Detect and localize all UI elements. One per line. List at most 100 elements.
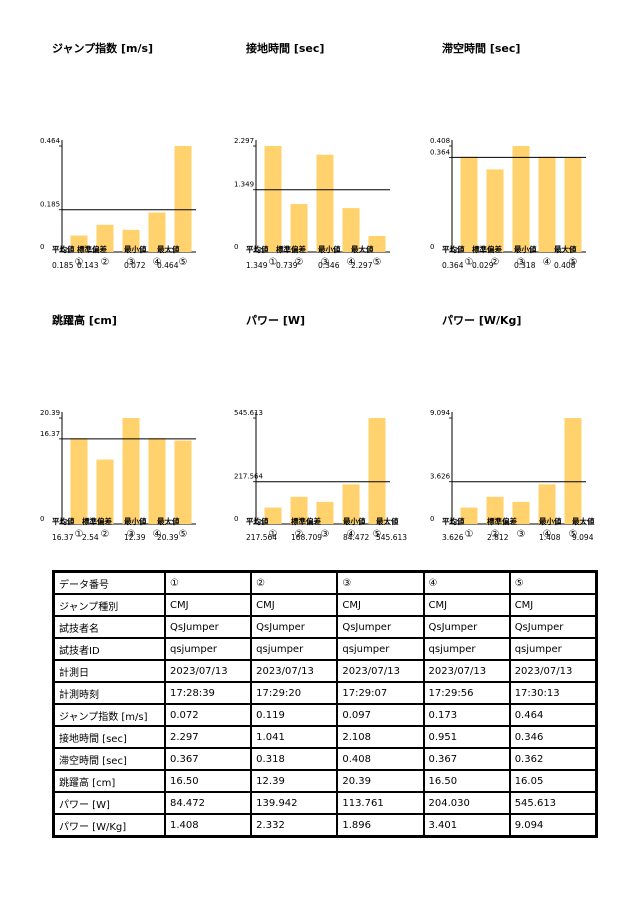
y-tick-label: 9.094 [430, 409, 451, 417]
y-tick-label: 0 [234, 243, 238, 251]
x-tick-label: ④ [153, 257, 162, 268]
bar-2 [290, 496, 308, 524]
chart-5: パワー [W] 0 217.564 545.613 ① ② ③ ④ ⑤ 平均値 217.564 標準偏… [234, 312, 436, 552]
bar-4 [148, 438, 166, 524]
x-tick-label: ③ [321, 529, 330, 540]
table-cell: 204.030 [422, 791, 511, 815]
bar-2 [290, 203, 308, 252]
stat-value: 12.39 [124, 533, 146, 542]
y-tick-label: 0.408 [430, 137, 450, 145]
x-tick-label: ⑤ [569, 529, 578, 540]
table-cell: ② [250, 570, 339, 595]
table-row: 試技者ID qsjumper qsjumper qsjumper qsjumper qsj… [52, 637, 598, 661]
bar-2 [96, 459, 114, 524]
table-cell: CMJ [163, 593, 253, 617]
stat-value: 3.626 [442, 533, 464, 542]
x-tick-label: ⑤ [373, 257, 382, 268]
table-cell: 2.297 [163, 725, 253, 749]
y-tick-label: 2.297 [234, 137, 254, 145]
x-tick-label: ③ [127, 257, 136, 268]
y-tick-label: 545.613 [234, 409, 263, 417]
table-cell: QsJumper [163, 615, 253, 639]
stat-value: 545.613 [376, 533, 408, 542]
chart-title: パワー [W/Kg] [442, 314, 522, 327]
stat-label: 最大値 [351, 245, 374, 254]
table-cell: CMJ [422, 593, 511, 617]
chart-svg: 0 217.564 545.613 ① ② ③ ④ ⑤ [234, 409, 390, 540]
table-row: パワー [W] 84.472 139.942 113.761 204.030 545.61… [52, 791, 598, 815]
table-row: パワー [W/Kg] 1.408 2.332 1.896 3.401 9.094 [52, 813, 598, 838]
table-cell: 0.346 [508, 725, 598, 749]
stat-label: 標準偏差 [291, 517, 321, 526]
bar-5 [564, 157, 582, 252]
row-header-cell: 接地時間 [sec] [52, 725, 166, 749]
x-tick-label: ④ [543, 529, 552, 540]
bar-1 [70, 235, 88, 252]
table-cell: 0.367 [163, 747, 253, 771]
bar-2 [486, 169, 504, 252]
stat-label: 最小値 [539, 517, 562, 526]
chart-title: パワー [W] [246, 314, 306, 327]
stat-label: 平均値 [246, 245, 269, 254]
chart-4: 跳躍高 [cm] 0 16.37 20.39 ① ② ③ ④ ⑤ 平均値 16.37 標準偏差 2.54… [40, 312, 242, 552]
bar-5 [174, 440, 192, 524]
table-cell: QsJumper [422, 615, 511, 639]
y-tick-label: 0 [40, 243, 44, 251]
table-cell: qsjumper [422, 637, 511, 661]
stat-label: 最小値 [514, 245, 537, 254]
stat-value: 0.318 [514, 261, 536, 270]
stat-value: 0.185 [52, 261, 74, 270]
table-cell: CMJ [250, 593, 339, 617]
x-tick-label: ④ [347, 257, 356, 268]
stat-label: 最大値 [554, 245, 577, 254]
bar-3 [316, 501, 334, 524]
bar-1 [264, 507, 282, 524]
chart-svg: 0 16.37 20.39 ① ② ③ ④ ⑤ [40, 409, 196, 540]
table-cell: 0.362 [508, 747, 598, 771]
chart-3: 滞空時間 [sec] 0 0.364 0.408 ① ② ③ ④ ⑤ 平均値 0.364 標準偏差 0.… [430, 40, 632, 280]
y-tick-label: 3.626 [430, 473, 451, 481]
table-cell: 2.332 [250, 813, 339, 838]
table-cell: 20.39 [336, 769, 425, 793]
table-cell: 17:29:56 [422, 681, 511, 705]
row-header-cell: パワー [W] [52, 791, 166, 815]
stat-label: 最小値 [343, 517, 366, 526]
table-cell: 0.464 [508, 703, 598, 727]
y-tick-label: 0.364 [430, 148, 451, 156]
chart-svg: 0 0.185 0.464 ① ② ③ ④ ⑤ [40, 137, 196, 268]
stat-value: 0.739 [276, 261, 298, 270]
row-header-cell: 滞空時間 [sec] [52, 747, 166, 771]
table-cell: 139.942 [250, 791, 339, 815]
row-header-cell: 試技者名 [52, 615, 166, 639]
bar-3 [122, 229, 140, 252]
bar-3 [512, 501, 530, 524]
bar-4 [342, 208, 360, 252]
bar-5 [174, 146, 192, 252]
stat-label: 平均値 [442, 245, 465, 254]
table-row: 接地時間 [sec] 2.297 1.041 2.108 0.951 0.346 [52, 725, 598, 749]
row-header-cell: 計測時刻 [52, 681, 166, 705]
table-cell: 1.896 [336, 813, 425, 838]
y-tick-label: 0.185 [40, 201, 60, 209]
table-cell: QsJumper [508, 615, 598, 639]
table-cell: QsJumper [336, 615, 425, 639]
table-row: 計測日 2023/07/13 2023/07/13 2023/07/13 2023/07… [52, 659, 598, 683]
table-cell: CMJ [336, 593, 425, 617]
table-cell: 9.094 [508, 813, 598, 838]
x-tick-label: ④ [153, 529, 162, 540]
table-cell: 17:29:07 [336, 681, 425, 705]
chart-title: 滞空時間 [sec] [442, 42, 521, 55]
chart-svg: 0 0.364 0.408 ① ② ③ ④ ⑤ [430, 137, 586, 268]
y-tick-label: 0 [430, 243, 434, 251]
table-cell: qsjumper [336, 637, 425, 661]
table-cell: qsjumper [163, 637, 253, 661]
table-cell: 2023/07/13 [422, 659, 511, 683]
stat-value: 0.408 [554, 261, 576, 270]
stat-value: 16.37 [52, 533, 74, 542]
x-tick-label: ① [465, 529, 474, 540]
x-tick-label: ③ [321, 257, 330, 268]
table-cell: 0.173 [422, 703, 511, 727]
y-tick-label: 0 [40, 515, 44, 523]
table-cell: 2023/07/13 [508, 659, 598, 683]
stat-label: 平均値 [52, 245, 75, 254]
